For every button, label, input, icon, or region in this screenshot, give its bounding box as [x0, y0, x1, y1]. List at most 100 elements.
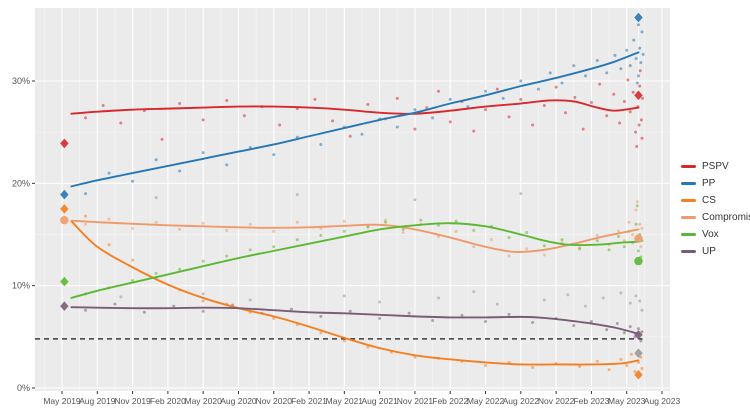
- poll-dot-pspv: [612, 92, 616, 96]
- poll-dot-compromis: [507, 254, 511, 258]
- poll-dot-vox: [578, 247, 582, 251]
- x-tick-label: Nov 2022: [538, 396, 575, 406]
- chart-legend: PSPV PP CS Compromis Vox UP: [681, 161, 750, 257]
- election-marker-pspv: [634, 90, 643, 101]
- poll-dot-pp: [638, 46, 642, 50]
- poll-dot-pp: [395, 125, 399, 129]
- legend-swatch-pspv: [681, 165, 696, 168]
- poll-dot-pp: [131, 179, 135, 183]
- poll-dot-pp: [605, 71, 609, 75]
- poll-dot-up: [507, 312, 511, 316]
- poll-dot-pspv: [484, 108, 488, 112]
- poll-dot-compromis: [342, 219, 346, 223]
- poll-dot-cs: [636, 360, 640, 364]
- poll-dot-other: [248, 298, 252, 302]
- poll-dot-pspv: [119, 121, 123, 125]
- x-tick-label: Feb 2022: [432, 396, 468, 406]
- poll-dot-pp: [178, 169, 182, 173]
- poll-dot-pspv: [495, 87, 499, 91]
- poll-dot-pspv: [542, 104, 546, 108]
- election-marker-compromis: [60, 215, 69, 225]
- poll-dot-other: [201, 292, 205, 296]
- poll-dot-pspv: [472, 129, 476, 133]
- poll-dot-cs: [342, 339, 346, 343]
- poll-dot-up: [628, 325, 632, 329]
- x-tick-label: Nov 2019: [114, 396, 151, 406]
- poll-dot-up: [640, 330, 644, 334]
- poll-dot-other: [619, 291, 623, 295]
- poll-dot-compromis: [622, 239, 626, 243]
- poll-dot-up: [589, 319, 593, 323]
- poll-dot-up: [531, 321, 535, 325]
- poll-dot-compromis: [472, 245, 476, 249]
- poll-dot-vox: [401, 227, 405, 231]
- election-marker-up: [634, 329, 643, 340]
- poll-dot-cs: [625, 363, 629, 367]
- poll-dot-up: [639, 339, 643, 343]
- poll-dot-compromis: [635, 200, 639, 204]
- election-marker-up: [60, 301, 69, 311]
- poll-dot-pspv: [331, 119, 335, 123]
- poll-dot-pp: [201, 151, 205, 155]
- poll-dot-cs: [639, 355, 643, 359]
- poll-dot-pspv: [641, 96, 645, 100]
- poll-dot-pspv: [448, 120, 452, 124]
- y-tick-label: 20%: [12, 178, 30, 188]
- poll-dot-vox: [154, 271, 158, 275]
- poll-dot-pspv: [598, 82, 602, 86]
- x-tick-label: Feb 2023: [573, 396, 609, 406]
- x-tick-label: Aug 2019: [79, 396, 116, 406]
- poll-dot-compromis: [401, 230, 405, 234]
- x-tick-label: Feb 2020: [150, 396, 186, 406]
- poll-dot-vox: [272, 245, 276, 249]
- poll-dot-pp: [107, 171, 111, 175]
- poll-dot-up: [142, 310, 146, 314]
- poll-dot-vox: [384, 220, 388, 224]
- poll-dot-compromis: [525, 247, 529, 251]
- poll-dot-pp: [625, 48, 629, 52]
- poll-dot-other: [342, 294, 346, 298]
- election-marker-others: [634, 348, 643, 359]
- poll-dot-pp: [595, 59, 599, 63]
- poll-dot-compromis: [595, 234, 599, 238]
- poll-dot-cs: [607, 368, 611, 372]
- poll-dot-pp: [360, 132, 364, 136]
- poll-dot-cs: [201, 299, 205, 303]
- election-marker-vox: [60, 276, 69, 287]
- plot-panel: [35, 8, 670, 391]
- poll-dot-pp: [613, 53, 617, 57]
- poll-dot-pspv: [425, 106, 429, 110]
- trend-line-pspv: [70, 99, 640, 115]
- poll-dot-compromis: [627, 220, 631, 224]
- poll-dot-up: [319, 314, 323, 318]
- poll-dot-cs: [633, 370, 637, 374]
- legend-label-pspv: PSPV: [702, 160, 729, 172]
- poll-dot-pspv: [640, 136, 644, 140]
- poll-dot-cs: [131, 258, 135, 262]
- poll-dot-pspv: [573, 95, 577, 99]
- poll-dot-compromis: [84, 222, 88, 226]
- poll-dot-other: [519, 192, 523, 196]
- poll-dot-pp: [84, 192, 88, 196]
- poll-dot-pspv: [348, 134, 352, 138]
- poll-dot-compromis: [638, 222, 642, 226]
- poll-dot-pp: [636, 74, 640, 78]
- poll-dot-up: [636, 327, 640, 331]
- poll-dot-cs: [595, 359, 599, 363]
- election-marker-compromis: [634, 234, 643, 243]
- poll-dot-cs: [640, 367, 644, 371]
- poll-dot-up: [172, 304, 176, 308]
- election-marker-pp: [60, 189, 69, 200]
- poll-dot-pspv: [278, 123, 282, 127]
- poll-dot-up: [605, 328, 609, 332]
- election-results: [60, 12, 643, 380]
- poll-dot-up: [378, 316, 382, 320]
- poll-dot-pp: [641, 52, 645, 56]
- poll-dot-pp: [572, 64, 576, 68]
- poll-dot-vox: [622, 245, 626, 249]
- poll-dot-compromis: [201, 221, 205, 225]
- poll-dot-up: [407, 311, 411, 315]
- poll-dot-pp: [272, 153, 276, 157]
- y-tick-label: 10%: [12, 281, 30, 291]
